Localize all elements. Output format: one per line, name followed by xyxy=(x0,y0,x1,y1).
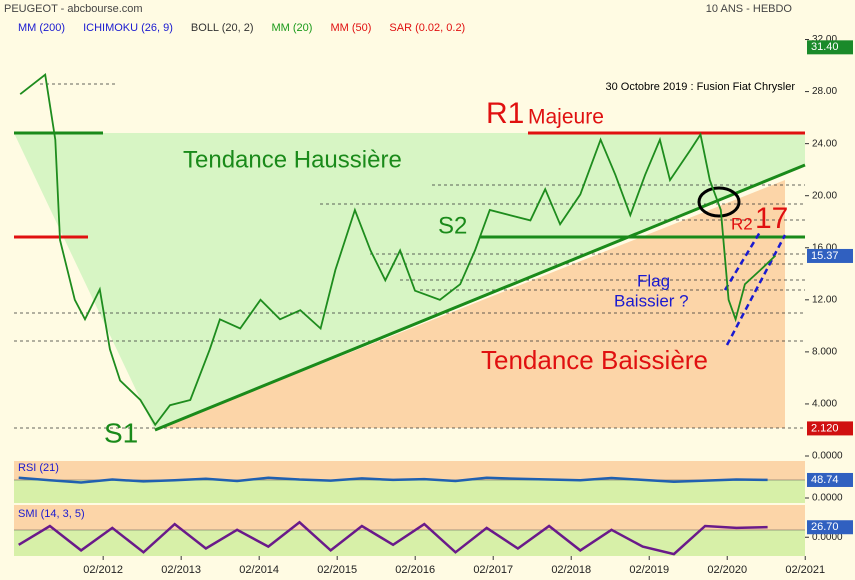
x-tick-label: 02/2017 xyxy=(473,564,513,576)
panel-title: RSI (21) xyxy=(18,462,59,474)
price-marker-label: 48.74 xyxy=(811,474,839,486)
x-tick-label: 02/2012 xyxy=(83,564,123,576)
y-tick-label: 4.000 xyxy=(812,399,837,410)
annotation: Flag xyxy=(637,271,670,290)
annotation: 30 Octobre 2019 : Fusion Fiat Chrysler xyxy=(605,81,795,93)
highlight-circle xyxy=(697,186,741,218)
y-tick-label: 12.00 xyxy=(812,294,837,305)
flag-line xyxy=(725,234,787,346)
legend-entry: BOLL (20, 2) xyxy=(191,22,254,34)
x-tick-label: 02/2014 xyxy=(239,564,279,576)
uptrend-zone xyxy=(14,133,805,430)
annotation: Baissier ? xyxy=(614,291,689,310)
price-marker xyxy=(807,472,853,487)
indicator-legend: MM (200) ICHIMOKU (26, 9) BOLL (20, 2) MM (… xyxy=(18,22,465,34)
x-tick-label: 02/2018 xyxy=(551,564,591,576)
legend-entry: MM (200) xyxy=(18,22,65,34)
legend-entry: MM (50) xyxy=(330,22,371,34)
annotation: R1 xyxy=(486,97,524,130)
rsi-upper-zone xyxy=(14,461,805,480)
annotation: Tendance Haussière xyxy=(183,146,402,173)
price-marker xyxy=(807,248,853,263)
y-tick-label: 32.00 xyxy=(812,34,837,45)
price-marker-label: 15.37 xyxy=(811,250,839,262)
smi-upper-zone xyxy=(14,505,805,530)
legend-entry: MM (20) xyxy=(272,22,313,34)
annotation: Majeure xyxy=(528,106,604,129)
source: PEUGEOT - abcbourse.com xyxy=(4,3,143,15)
rsi-lower-zone xyxy=(14,480,805,503)
annotation: R2 xyxy=(731,214,753,233)
legend-entry: ICHIMOKU (26, 9) xyxy=(83,22,173,34)
price-marker xyxy=(807,421,853,436)
flag-line xyxy=(723,231,762,291)
x-tick-label: 02/2013 xyxy=(161,564,201,576)
y-tick-label: 24.00 xyxy=(812,138,837,149)
y-tick-label: 0.0000 xyxy=(812,532,843,543)
x-tick-label: 02/2015 xyxy=(317,564,357,576)
price-marker-label: 31.40 xyxy=(811,41,839,53)
panel-title: SMI (14, 3, 5) xyxy=(18,508,85,520)
y-tick-label: 28.00 xyxy=(812,86,837,97)
series-line xyxy=(18,520,768,556)
annotation: 17 xyxy=(755,202,788,235)
price-marker xyxy=(807,520,853,535)
y-tick-label: 0.0000 xyxy=(812,451,843,462)
annotation: Tendance Baissière xyxy=(481,345,708,375)
y-tick-label: 0.0000 xyxy=(812,493,843,504)
y-tick-label: 20.00 xyxy=(812,190,837,201)
x-tick-label: 02/2016 xyxy=(395,564,435,576)
price-marker-label: 2.120 xyxy=(811,422,839,434)
price-marker-label: 26.70 xyxy=(811,521,839,533)
legend-entry: SAR (0.02, 0.2) xyxy=(389,22,465,34)
annotation: S1 xyxy=(104,417,138,448)
x-tick-label: 02/2021 xyxy=(785,564,825,576)
trend-line xyxy=(154,163,806,432)
x-tick-label: 02/2019 xyxy=(629,564,669,576)
series-line xyxy=(19,73,777,427)
y-tick-label: 8.000 xyxy=(812,347,837,358)
series-line xyxy=(18,476,768,484)
y-tick-label: 16.00 xyxy=(812,242,837,253)
price-marker xyxy=(807,40,853,55)
x-tick-label: 02/2020 xyxy=(707,564,747,576)
annotation: S2 xyxy=(438,212,467,239)
period: 10 ANS - HEBDO xyxy=(706,3,793,15)
downtrend-zone xyxy=(155,180,785,430)
